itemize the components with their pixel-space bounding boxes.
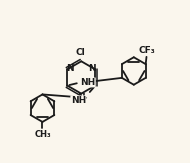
Text: NH: NH	[71, 96, 86, 105]
Text: Cl: Cl	[76, 48, 85, 57]
Text: NH: NH	[80, 78, 95, 87]
Text: N: N	[66, 64, 74, 73]
Text: CF₃: CF₃	[138, 46, 155, 55]
Text: N: N	[88, 64, 96, 73]
Text: CH₃: CH₃	[34, 130, 51, 139]
Text: N: N	[78, 93, 85, 102]
Text: Cl: Cl	[76, 48, 85, 57]
